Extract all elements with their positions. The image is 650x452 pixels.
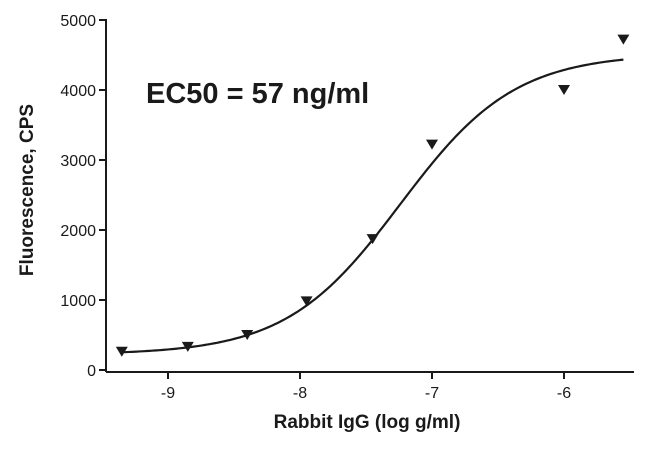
data-point — [115, 346, 128, 357]
y-tick-label: 1000 — [60, 293, 96, 310]
data-point — [366, 234, 379, 245]
data-point — [617, 34, 630, 45]
data-point — [558, 85, 570, 95]
x-tick-label: -9 — [161, 385, 175, 402]
data-points — [115, 34, 630, 357]
ticks: 0 1000 2000 3000 4000 5000 -9 -8 -7 -6 — [60, 13, 571, 402]
y-axis-title: Fluorescence, CPS — [17, 104, 38, 276]
y-tick-label: 2000 — [60, 223, 96, 240]
x-tick-label: -8 — [293, 385, 307, 402]
ec50-annotation: EC50 = 57 ng/ml — [146, 78, 369, 110]
y-tick-label: 0 — [87, 363, 96, 380]
data-point — [181, 341, 194, 352]
x-axis-title: Rabbit IgG (log g/ml) — [274, 412, 461, 433]
x-tick-label: -7 — [425, 385, 439, 402]
axes — [105, 19, 634, 373]
data-point — [300, 296, 313, 307]
data-point — [241, 330, 254, 340]
data-point — [426, 139, 438, 150]
y-tick-label: 4000 — [60, 83, 96, 100]
x-tick-label: -6 — [557, 385, 571, 402]
y-tick-label: 3000 — [60, 153, 96, 170]
y-tick-label: 5000 — [60, 13, 96, 30]
